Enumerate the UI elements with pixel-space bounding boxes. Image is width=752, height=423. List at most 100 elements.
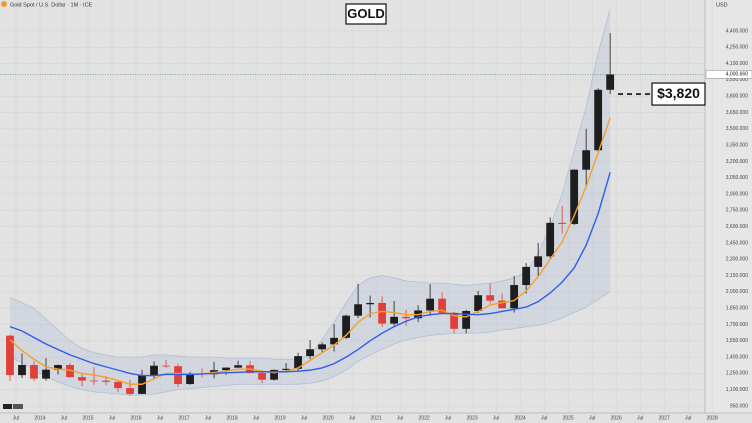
x-tick-label: 2025	[563, 415, 574, 421]
y-tick-label: 1,850.000	[726, 306, 748, 312]
candle-body	[366, 302, 374, 305]
y-tick-label: 1,700.000	[726, 322, 748, 328]
x-tick-label: Jul	[445, 415, 451, 421]
y-tick-label: 2,600.000	[726, 224, 748, 230]
title-box	[345, 3, 387, 25]
candle-body	[282, 368, 290, 370]
y-tick-label: 1,550.000	[726, 338, 748, 344]
y-tick-label: 3,800.000	[726, 94, 748, 100]
y-tick-label: 2,900.000	[726, 191, 748, 197]
candle-body	[90, 380, 98, 382]
candle-body	[66, 365, 74, 378]
candle-body	[150, 365, 158, 376]
candle-body	[222, 367, 230, 371]
candle-body	[354, 304, 362, 316]
candle-body	[438, 298, 447, 313]
y-tick-label: 2,750.000	[726, 208, 748, 214]
candle-body	[594, 89, 603, 151]
annotation-label: $3,820	[657, 85, 700, 101]
candle-body	[162, 365, 170, 367]
y-tick-label: 3,050.000	[726, 175, 748, 181]
x-tick-label: 2027	[659, 415, 670, 421]
x-tick-label: Jul	[301, 415, 307, 421]
x-tick-label: 2017	[178, 415, 189, 421]
x-tick-label: 2019	[275, 415, 286, 421]
annotation-box	[651, 82, 706, 106]
y-tick-label: 4,100.000	[726, 61, 748, 67]
candle-body	[42, 369, 50, 379]
candle-body	[54, 365, 62, 370]
x-tick-label: Jul	[685, 415, 691, 421]
x-tick-label: 2021	[371, 415, 382, 421]
bollinger-band	[9, 9, 611, 396]
moving-average	[9, 117, 611, 385]
x-tick-label: Jul	[13, 415, 19, 421]
x-tick-label: Jul	[541, 415, 547, 421]
candle-body	[258, 373, 266, 380]
x-tick-label: 2022	[419, 415, 430, 421]
candle-body	[318, 344, 326, 350]
price-axis-panel	[705, 0, 752, 413]
y-tick-label: 3,950.000	[726, 77, 748, 83]
candle-body	[474, 295, 483, 311]
candle-body	[546, 222, 555, 257]
moving-average	[9, 172, 611, 377]
candle-body	[522, 266, 531, 286]
candle-body	[402, 316, 411, 319]
candle-body	[234, 365, 242, 368]
candle-body	[114, 381, 122, 389]
candle-body	[378, 302, 387, 324]
x-tick-label: 2015	[82, 415, 93, 421]
x-tick-label: 2024	[515, 415, 526, 421]
candle-body	[102, 380, 110, 382]
y-tick-label: 3,500.000	[726, 126, 748, 132]
x-tick-label: 2016	[130, 415, 141, 421]
y-tick-label: 2,150.000	[726, 273, 748, 279]
x-tick-label: Jul	[493, 415, 499, 421]
y-tick-label: 2,000.000	[726, 289, 748, 295]
candle-body	[558, 222, 567, 224]
candle-body	[270, 369, 278, 380]
band-edge	[9, 291, 611, 396]
y-tick-label: 3,650.000	[726, 110, 748, 116]
x-tick-label: Jul	[157, 415, 163, 421]
x-tick-label: Jul	[109, 415, 115, 421]
x-tick-label: Jul	[61, 415, 67, 421]
x-tick-label: 2018	[226, 415, 237, 421]
y-tick-label: 2,300.000	[726, 257, 748, 263]
y-tick-label: 1,250.000	[726, 371, 748, 377]
candle-body	[570, 169, 579, 224]
candle-body	[510, 285, 519, 309]
candle-body	[18, 365, 26, 376]
x-tick-label: Jul	[205, 415, 211, 421]
x-tick-label: 2026	[611, 415, 622, 421]
x-tick-label: Jul	[637, 415, 643, 421]
x-tick-label: Jul	[253, 415, 259, 421]
x-tick-label: Jul	[349, 415, 355, 421]
candle-body	[582, 150, 591, 170]
plot-area	[0, 9, 705, 396]
symbol-icon	[1, 1, 7, 7]
candle-body	[78, 377, 86, 381]
candle-body	[498, 300, 507, 309]
candle-body	[126, 388, 134, 394]
candle-body	[462, 311, 471, 329]
x-tick-label: 2028	[707, 415, 718, 421]
y-tick-label: 4,400.000	[726, 28, 748, 34]
candle-body	[6, 335, 14, 376]
y-tick-label: 3,200.000	[726, 159, 748, 165]
candle-body	[606, 74, 615, 90]
currency-label: USD	[716, 2, 728, 8]
candle-body	[534, 256, 543, 267]
symbol-description: Gold Spot / U.S. Dollar · 1M · ICE	[10, 2, 93, 8]
candle-body	[186, 373, 194, 385]
last-price-label: 4,000.660	[726, 72, 748, 78]
candle-body	[390, 316, 399, 324]
y-tick-label: 1,400.000	[726, 354, 748, 360]
candle-body	[426, 298, 435, 311]
x-tick-label: 2023	[467, 415, 478, 421]
candle-body	[342, 315, 350, 338]
candle-body	[30, 365, 38, 379]
candle-body	[294, 356, 302, 369]
